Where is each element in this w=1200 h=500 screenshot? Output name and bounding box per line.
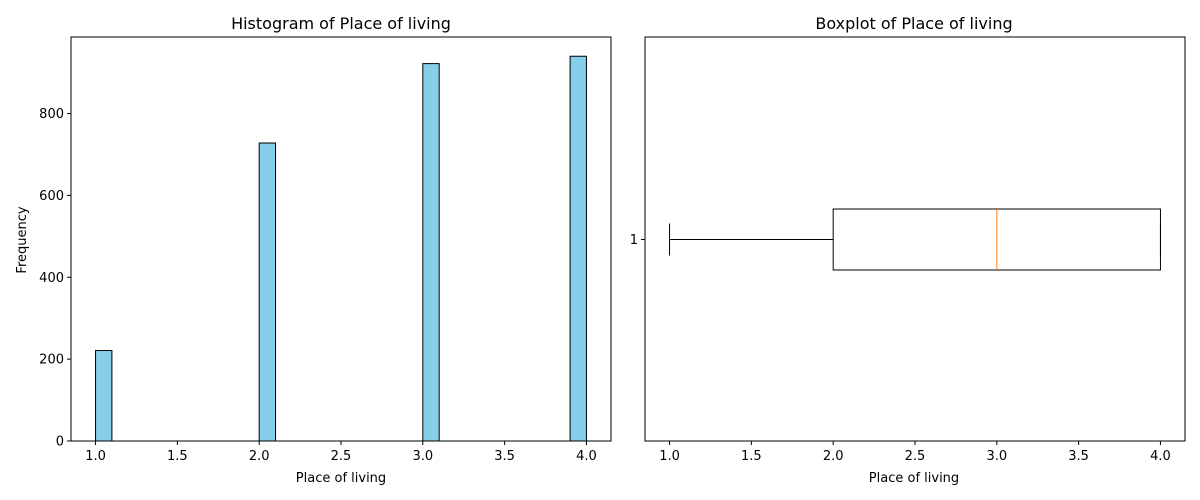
histogram-y-tick-label: 200 — [39, 353, 64, 368]
histogram-bar-3 — [569, 55, 587, 442]
boxplot-x-axis-label: Place of living — [869, 471, 959, 486]
histogram-y-tick-label: 0 — [56, 435, 64, 450]
boxplot-title: Boxplot of Place of living — [815, 14, 1012, 33]
boxplot-plot-frame — [644, 36, 1186, 442]
histogram-y-axis-label: Frequency — [15, 206, 30, 273]
boxplot-x-tick-label: 2.5 — [905, 449, 926, 464]
histogram-x-tick-label: 2.0 — [249, 449, 270, 464]
histogram-y-ticks: 0 200 400 600 800 — [39, 107, 71, 450]
histogram-x-tick-label: 1.5 — [167, 449, 188, 464]
boxplot-x-tick-label: 2.0 — [823, 449, 844, 464]
boxplot-x-tick-label: 1.5 — [741, 449, 762, 464]
boxplot-x-tick-label: 3.0 — [986, 449, 1007, 464]
histogram-y-tick-label: 600 — [39, 189, 64, 204]
histogram-x-tick-label: 2.5 — [331, 449, 352, 464]
boxplot-panel: Boxplot of Place of living 1.0 1.5 2.0 2.5 3… — [630, 14, 1186, 486]
boxplot-y-tick-label: 1 — [630, 233, 638, 248]
histogram-x-ticks: 1.0 1.5 2.0 2.5 3.0 3.5 4.0 — [85, 441, 597, 464]
histogram-x-tick-label: 1.0 — [85, 449, 106, 464]
boxplot-marks — [669, 208, 1161, 271]
boxplot-x-ticks: 1.0 1.5 2.0 2.5 3.0 3.5 4.0 — [659, 441, 1171, 464]
boxplot-x-tick-label: 1.0 — [659, 449, 680, 464]
histogram-title: Histogram of Place of living — [231, 14, 451, 33]
histogram-panel: Histogram of Place of living 1.0 1.5 2.0 2.… — [15, 14, 612, 486]
histogram-x-axis-label: Place of living — [296, 471, 386, 486]
histogram-x-tick-label: 3.5 — [494, 449, 515, 464]
histogram-y-tick-label: 800 — [39, 107, 64, 122]
histogram-x-tick-label: 4.0 — [576, 449, 597, 464]
histogram-bar-1 — [258, 142, 277, 442]
histogram-bar-0 — [95, 350, 113, 442]
histogram-plot-frame — [70, 36, 612, 442]
boxplot-x-tick-label: 4.0 — [1150, 449, 1171, 464]
boxplot-x-tick-label: 3.5 — [1068, 449, 1089, 464]
histogram-bars — [95, 55, 587, 442]
histogram-y-tick-label: 400 — [39, 271, 64, 286]
histogram-bar-2 — [422, 63, 440, 442]
boxplot-y-ticks: 1 — [630, 233, 645, 248]
histogram-x-tick-label: 3.0 — [412, 449, 433, 464]
